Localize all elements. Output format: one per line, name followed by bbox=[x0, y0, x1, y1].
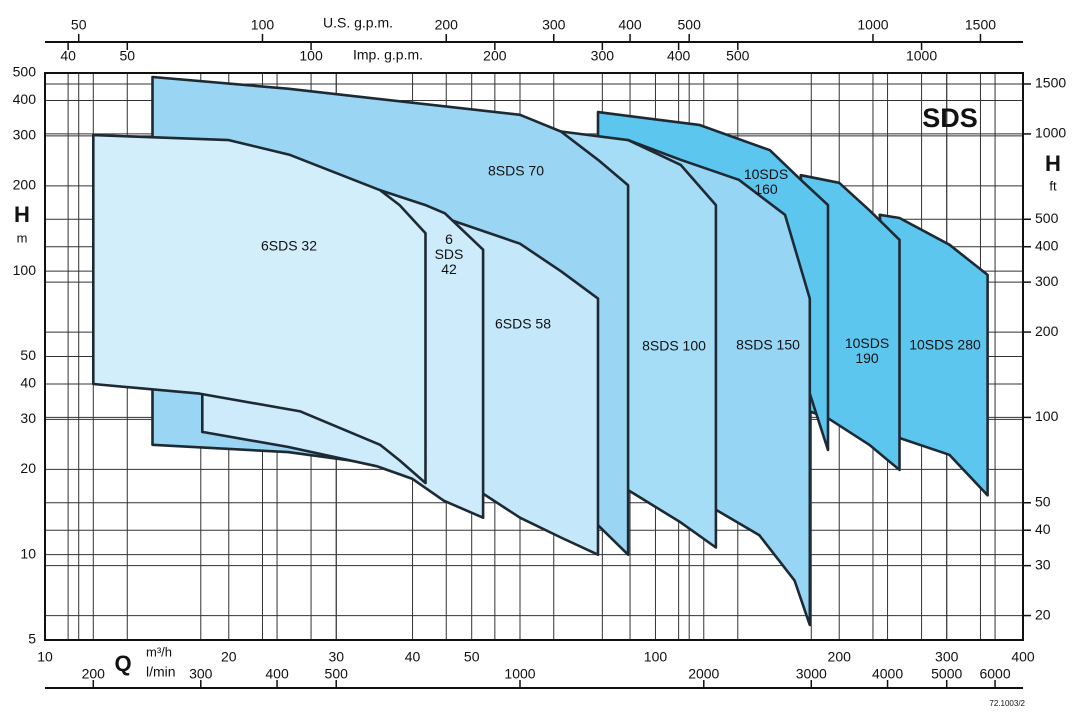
x-tick-label: 50 bbox=[464, 649, 480, 665]
x-tick-label: 30 bbox=[328, 649, 344, 665]
axis-tick-label: 400 bbox=[618, 17, 642, 33]
y2-tick-label: 20 bbox=[1035, 606, 1051, 622]
area-label: 10SDS 190 bbox=[845, 335, 889, 366]
axis-tick-label: 100 bbox=[251, 17, 275, 33]
y2-tick-label: 200 bbox=[1035, 323, 1059, 339]
area-label-line: 10SDS bbox=[845, 335, 889, 351]
y2-axis-title: H bbox=[1045, 151, 1061, 176]
plot-frame bbox=[44, 72, 1024, 641]
area-label: 10SDS 160 bbox=[744, 166, 788, 197]
area-label: 8SDS 150 bbox=[736, 337, 800, 353]
x-tick-label: 300 bbox=[935, 649, 959, 665]
axis-tick-label: 500 bbox=[325, 666, 349, 682]
x-tick-label: 100 bbox=[644, 649, 668, 665]
axis-tick-label: 500 bbox=[726, 48, 750, 64]
model-area bbox=[92, 133, 427, 485]
y-tick-label: 400 bbox=[13, 91, 37, 107]
axis-tick-label: 6000 bbox=[979, 666, 1010, 682]
chart-title: SDS bbox=[922, 103, 978, 133]
axis-tick-label: 300 bbox=[189, 666, 213, 682]
x-tick-label: 10 bbox=[37, 649, 53, 665]
area-label-line: 10SDS bbox=[744, 166, 788, 182]
axis-tick-label: 1000 bbox=[857, 17, 888, 33]
area-label-line: 42 bbox=[441, 261, 457, 277]
y-axis-title: H bbox=[14, 202, 30, 227]
y2-tick-label: 40 bbox=[1035, 521, 1051, 537]
area-label-line: 6 bbox=[445, 231, 453, 247]
area-label-line: 160 bbox=[754, 181, 778, 197]
axis-tick-label: 50 bbox=[71, 17, 87, 33]
y-tick-label: 50 bbox=[20, 347, 36, 363]
area-label-line: SDS bbox=[435, 246, 464, 262]
area-label: 8SDS 100 bbox=[642, 338, 706, 354]
y-axis-unit: m bbox=[17, 230, 28, 245]
axis-label: l/min bbox=[146, 664, 176, 680]
axis-tick-label: 1000 bbox=[504, 666, 535, 682]
y-tick-label: 20 bbox=[20, 460, 36, 476]
axis-tick-label: 1000 bbox=[906, 48, 937, 64]
axis-tick-label: 40 bbox=[60, 48, 76, 64]
y2-tick-label: 30 bbox=[1035, 556, 1051, 572]
area-label: 10SDS 280 bbox=[909, 337, 981, 353]
y-tick-label: 500 bbox=[13, 64, 37, 80]
y-tick-label: 10 bbox=[20, 545, 36, 561]
y2-tick-label: 300 bbox=[1035, 273, 1059, 289]
axis-tick-label: 200 bbox=[82, 666, 106, 682]
axis-tick-label: 4000 bbox=[872, 666, 903, 682]
y2-tick-label: 50 bbox=[1035, 493, 1051, 509]
y-tick-label: 300 bbox=[13, 127, 37, 143]
axis-tick-label: 3000 bbox=[796, 666, 827, 682]
axis-tick-label: 100 bbox=[299, 48, 323, 64]
area-label: 6SDS 32 bbox=[261, 238, 317, 254]
y2-tick-label: 100 bbox=[1035, 408, 1059, 424]
area-label: 6 SDS 42 bbox=[435, 231, 464, 277]
chart-code: 72.1003/2 bbox=[989, 699, 1025, 708]
axis-tick-label: 200 bbox=[483, 48, 507, 64]
axis-label: Imp. g.p.m. bbox=[353, 47, 423, 63]
y-tick-label: 100 bbox=[13, 262, 37, 278]
y-tick-label: 5 bbox=[28, 631, 36, 647]
x-tick-label: 200 bbox=[828, 649, 852, 665]
axis-tick-label: 400 bbox=[265, 666, 289, 682]
axis-tick-label: 1500 bbox=[965, 17, 996, 33]
y2-tick-label: 1000 bbox=[1035, 125, 1066, 141]
x-axis-unit: m³/h bbox=[146, 644, 172, 659]
axis-label: U.S. g.p.m. bbox=[323, 15, 393, 31]
x-tick-label: 400 bbox=[1011, 649, 1035, 665]
y2-tick-label: 1500 bbox=[1035, 75, 1066, 91]
x-tick-label: 20 bbox=[221, 649, 237, 665]
y-tick-label: 30 bbox=[20, 410, 36, 426]
axis-tick-label: 200 bbox=[435, 17, 459, 33]
y2-axis-unit: ft bbox=[1049, 178, 1057, 193]
x-tick-label: 40 bbox=[405, 649, 421, 665]
areas bbox=[92, 75, 989, 627]
axis-tick-label: 500 bbox=[678, 17, 702, 33]
y2-tick-label: 500 bbox=[1035, 210, 1059, 226]
y-tick-label: 200 bbox=[13, 177, 37, 193]
y-tick-label: 40 bbox=[20, 375, 36, 391]
axis-tick-label: 50 bbox=[119, 48, 135, 64]
area-label: 8SDS 70 bbox=[488, 163, 544, 179]
axis-tick-label: 400 bbox=[667, 48, 691, 64]
axis-tick-label: 300 bbox=[542, 17, 566, 33]
axis-tick-label: 300 bbox=[591, 48, 615, 64]
x-axis-title: Q bbox=[114, 651, 131, 676]
axis-tick-label: 2000 bbox=[688, 666, 719, 682]
y2-tick-label: 400 bbox=[1035, 237, 1059, 253]
area-label-line: 190 bbox=[855, 350, 879, 366]
axis-tick-label: 5000 bbox=[931, 666, 962, 682]
model-area bbox=[878, 213, 989, 497]
area-label: 6SDS 58 bbox=[495, 316, 551, 332]
